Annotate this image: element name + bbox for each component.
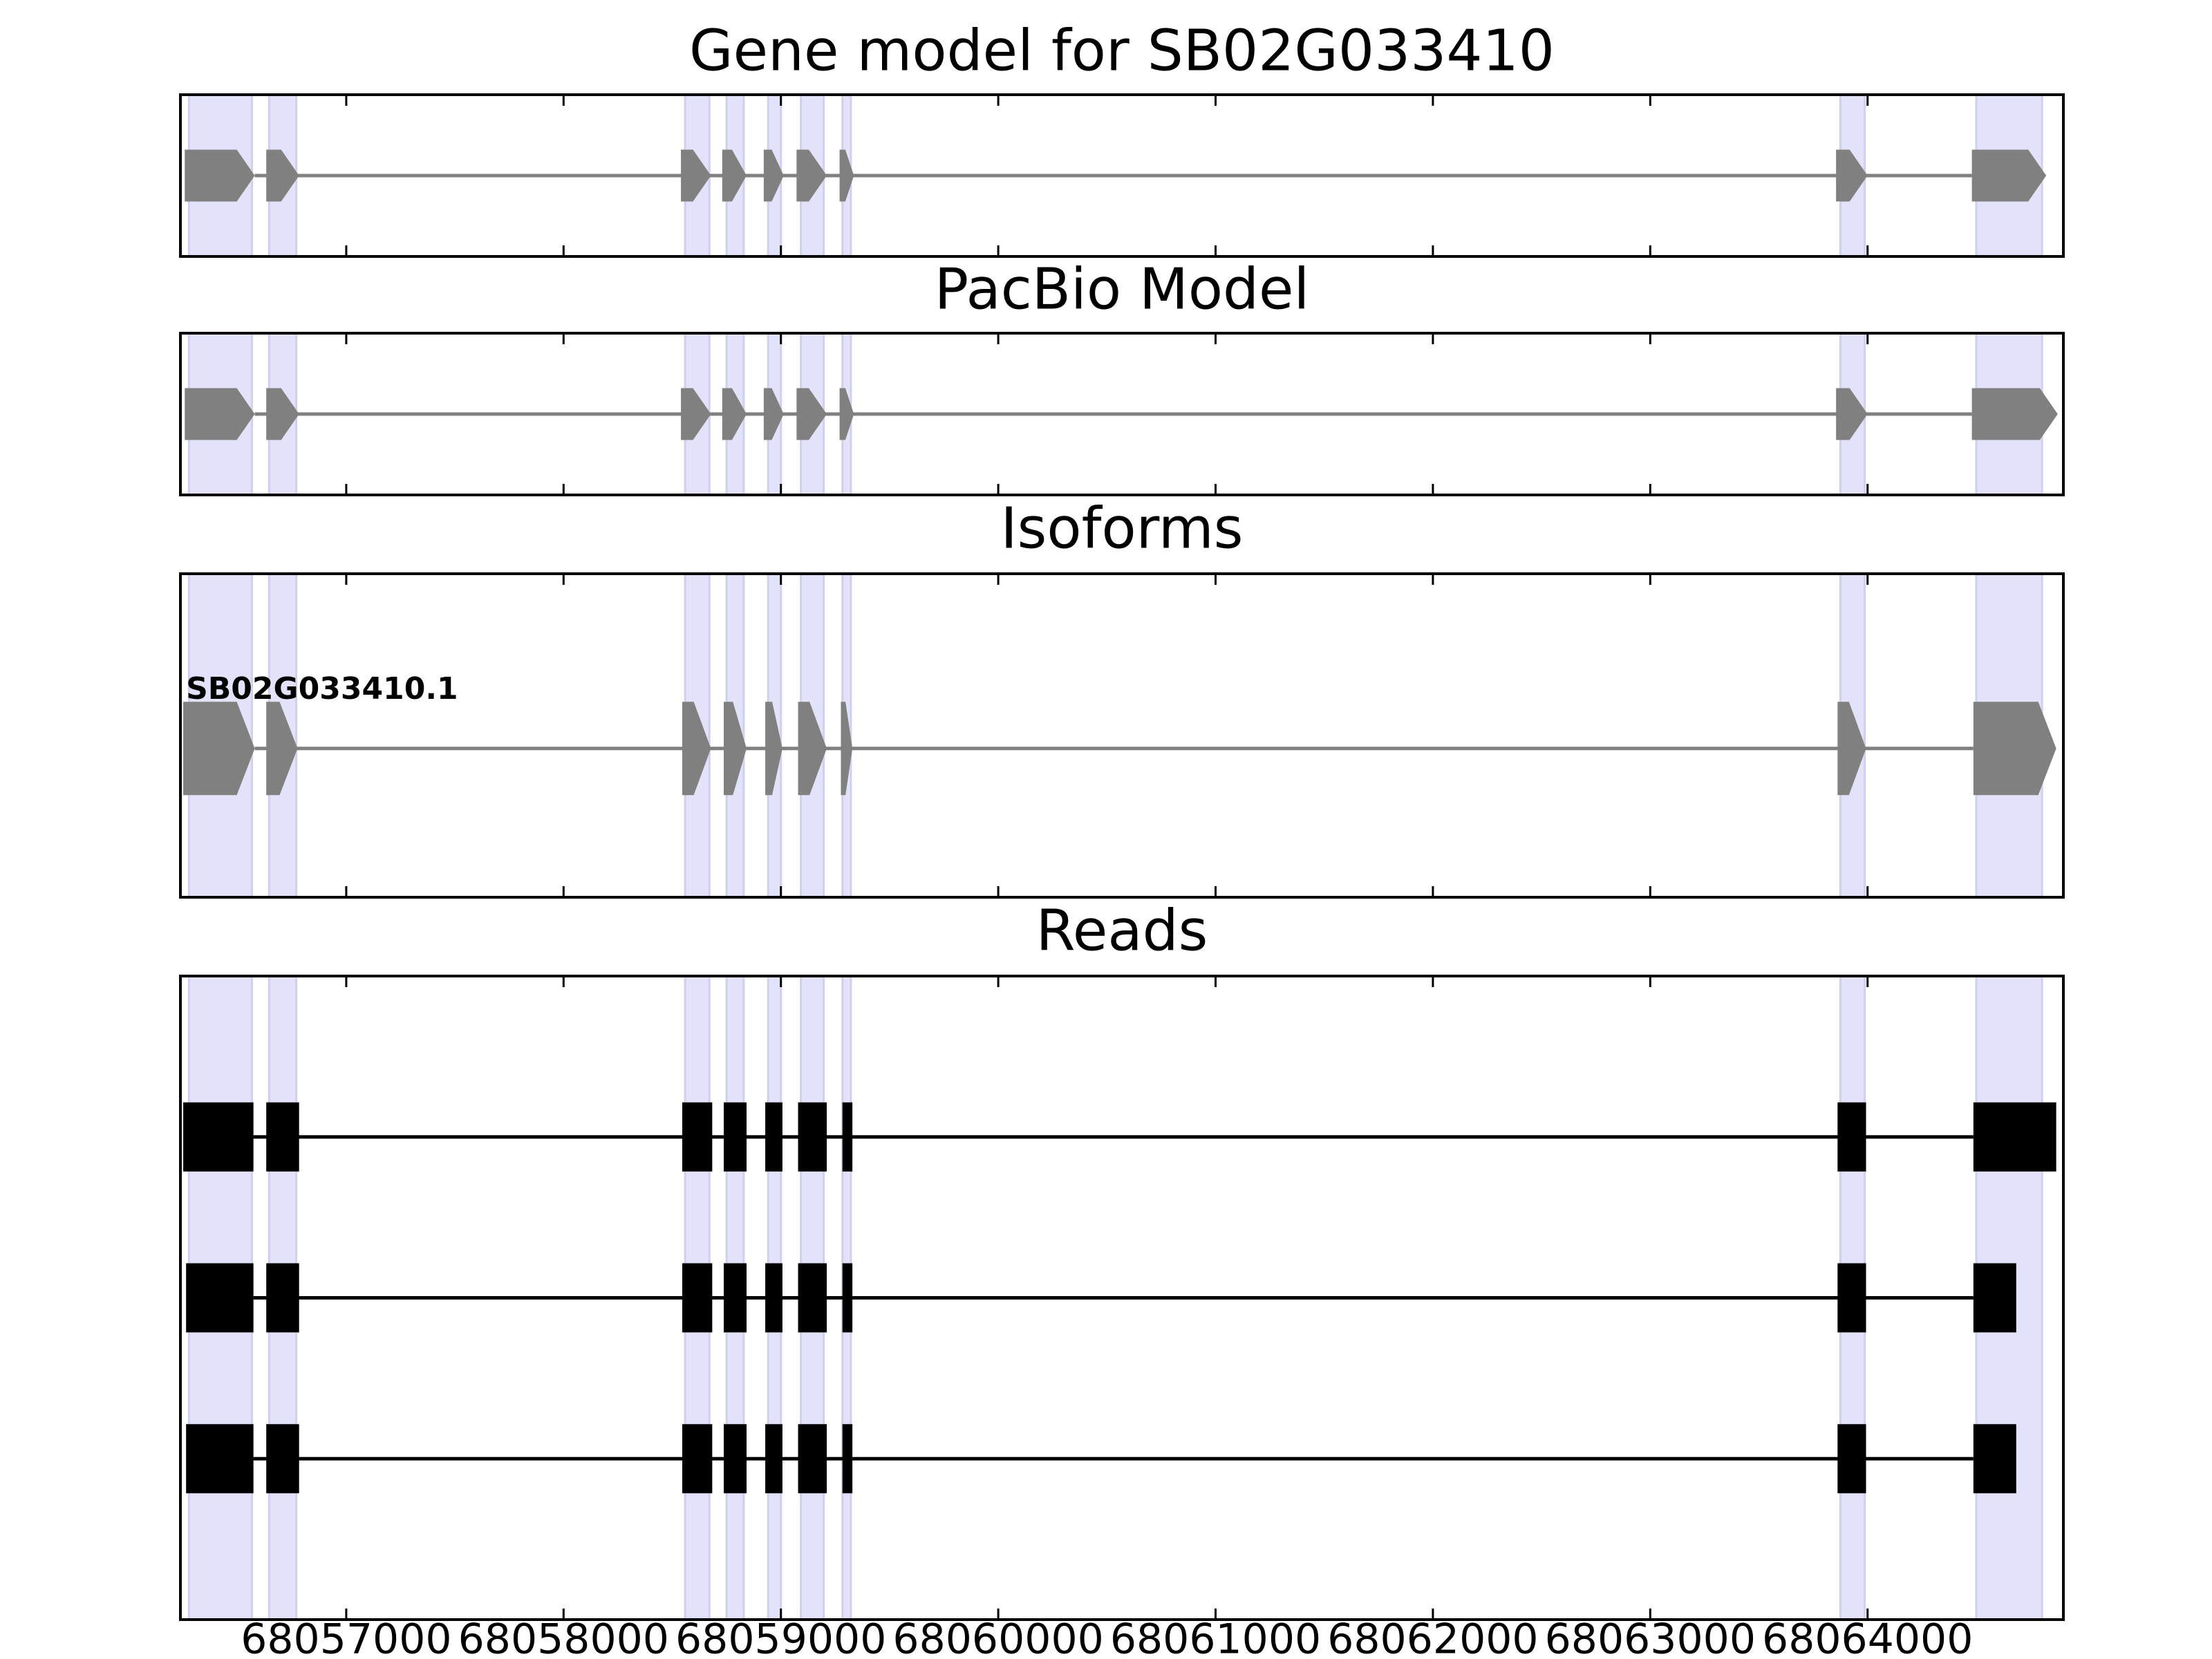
read-block [186, 1424, 254, 1494]
exon-arrow [839, 388, 854, 440]
exon-arrow [839, 149, 854, 202]
read-block [842, 1263, 853, 1333]
exon-arrow [1971, 388, 2058, 440]
x-tick-label: 68060000 [892, 1615, 1103, 1659]
read-block [1837, 1424, 1866, 1494]
exon-arrow [266, 702, 298, 796]
exon-arrow [183, 702, 255, 796]
read-block [798, 1424, 827, 1494]
read-block [798, 1102, 827, 1172]
panel-frame [179, 93, 2065, 258]
exon-arrow [765, 702, 782, 796]
exon-arrow [1971, 149, 2047, 202]
panel-title: PacBio Model [935, 256, 1310, 322]
exon-arrow [1837, 702, 1866, 796]
isoform-label: SB02G033410.1 [186, 671, 458, 706]
exon-arrow [796, 149, 827, 202]
exon-arrow [841, 702, 853, 796]
x-tick-label: 68057000 [241, 1615, 451, 1659]
read-block [186, 1263, 254, 1333]
read-block [724, 1102, 747, 1172]
x-tick-label: 68059000 [675, 1615, 886, 1659]
read-block [724, 1424, 747, 1494]
exon-arrow [763, 388, 784, 440]
x-tick-label: 68062000 [1327, 1615, 1538, 1659]
read-block [724, 1263, 747, 1333]
x-tick-label: 68061000 [1110, 1615, 1321, 1659]
exon-arrow [722, 388, 747, 440]
exon-arrow [185, 388, 255, 440]
read-block [765, 1424, 782, 1494]
read-block [682, 1102, 713, 1172]
read-block [798, 1263, 827, 1333]
exon-arrow [1973, 702, 2056, 796]
read-block [1837, 1102, 1866, 1172]
read-block [765, 1263, 782, 1333]
panel-title: Gene model for SB02G033410 [689, 18, 1555, 84]
read-block [1973, 1102, 2056, 1172]
exon-arrow [682, 702, 711, 796]
read-block [266, 1102, 299, 1172]
exon-arrow [681, 149, 711, 202]
x-tick-label: 68064000 [1762, 1615, 1973, 1659]
exon-arrow [185, 149, 255, 202]
read-block [1973, 1263, 2016, 1333]
read-block [842, 1102, 853, 1172]
read-block [682, 1263, 713, 1333]
x-tick-label: 68058000 [458, 1615, 669, 1659]
exon-arrow [798, 702, 827, 796]
exon-arrow [722, 149, 747, 202]
panel-frame [179, 332, 2065, 496]
exon-arrow [1836, 149, 1868, 202]
read-block [842, 1424, 853, 1494]
exon-arrow [266, 149, 299, 202]
exon-arrow [1836, 388, 1868, 440]
panel-frame [179, 572, 2065, 899]
panel-title: Reads [1036, 898, 1208, 964]
exon-arrow [681, 388, 711, 440]
read-block [183, 1102, 254, 1172]
exon-arrow [763, 149, 784, 202]
panel-title: Isoforms [1001, 496, 1244, 561]
read-block [1973, 1424, 2016, 1494]
x-tick-label: 68063000 [1545, 1615, 1756, 1659]
read-block [266, 1263, 299, 1333]
read-block [1837, 1263, 1866, 1333]
exon-arrow [796, 388, 827, 440]
exon-arrow [266, 388, 299, 440]
read-block [765, 1102, 782, 1172]
read-block [682, 1424, 713, 1494]
panel-frame [179, 975, 2065, 1621]
exon-arrow [724, 702, 747, 796]
read-block [266, 1424, 299, 1494]
